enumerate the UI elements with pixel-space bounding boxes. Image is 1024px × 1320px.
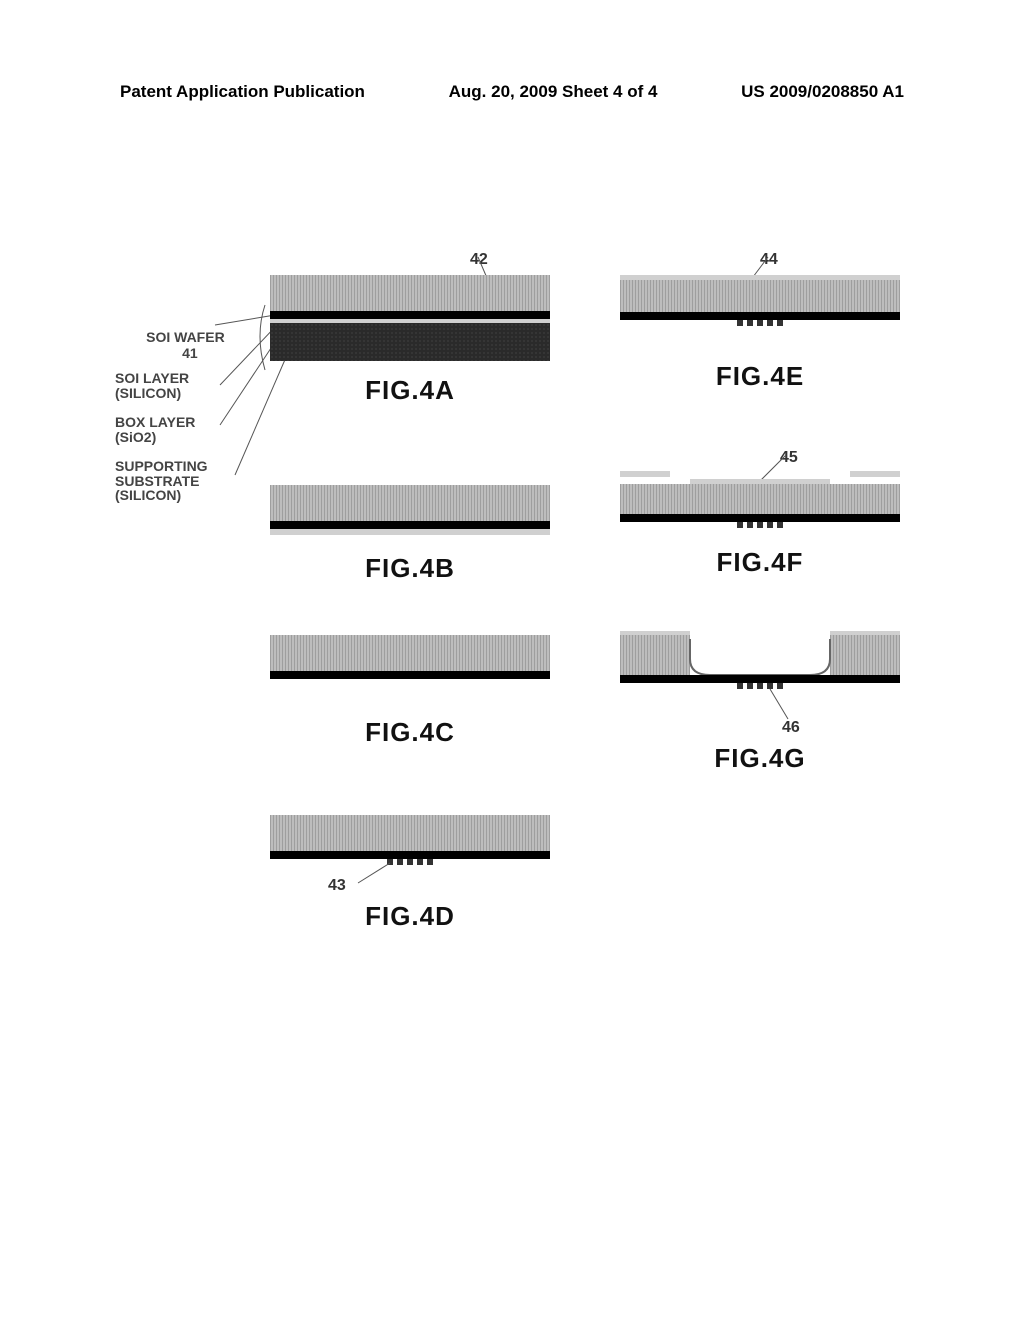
block-right-4g <box>830 635 900 675</box>
page-header: Patent Application Publication Aug. 20, … <box>120 82 904 102</box>
layer-dots-4g <box>620 683 900 689</box>
cavity-4g <box>680 631 840 681</box>
header-right: US 2009/0208850 A1 <box>741 82 904 102</box>
layer-soi-4f <box>620 514 900 522</box>
panel-fig4a: 42 FIG.4A <box>270 275 550 406</box>
caption-4d: FIG.4D <box>270 901 550 932</box>
xsection-4d <box>270 815 550 871</box>
layer-soi-4g <box>620 675 900 683</box>
panel-fig4c: FIG.4C <box>270 635 550 748</box>
film-right-4g <box>830 631 900 635</box>
xsection-4a <box>270 275 550 361</box>
layer-substrate-4a <box>270 323 550 361</box>
layer-soi-4d <box>270 851 550 859</box>
layer-soi-4b <box>270 521 550 529</box>
caption-4a: FIG.4A <box>270 375 550 406</box>
panel-fig4b: FIG.4B <box>270 485 550 584</box>
xsection-4e <box>620 275 900 331</box>
layer-top-4e <box>620 280 900 312</box>
layer-deposited-4a <box>270 275 550 311</box>
layer-soi-4e <box>620 312 900 320</box>
layer-top-4b <box>270 485 550 521</box>
header-left: Patent Application Publication <box>120 82 365 102</box>
xsection-4g <box>620 631 900 691</box>
panel-fig4e: 44 FIG.4E <box>620 275 900 392</box>
layer-top-4d <box>270 815 550 851</box>
layer-dots-4e <box>620 320 900 326</box>
layer-dots-4f <box>620 522 900 528</box>
film-left-4f <box>620 471 670 477</box>
layer-top-4c <box>270 635 550 671</box>
caption-4f: FIG.4F <box>620 547 900 578</box>
caption-4g: FIG.4G <box>620 743 900 774</box>
xsection-4b <box>270 485 550 539</box>
panel-fig4d: 43 FIG.4D <box>270 815 550 932</box>
caption-4b: FIG.4B <box>270 553 550 584</box>
caption-4e: FIG.4E <box>620 361 900 392</box>
ref-num-46: 46 <box>782 719 800 737</box>
layer-soi-4a <box>270 311 550 319</box>
caption-4c: FIG.4C <box>270 717 550 748</box>
figure-area: SOI WAFER 41 SOI LAYER (SILICON) BOX LAY… <box>115 275 915 1095</box>
header-center: Aug. 20, 2009 Sheet 4 of 4 <box>449 82 658 102</box>
layer-top-4f <box>620 484 900 514</box>
ref-num-43: 43 <box>328 877 346 895</box>
panel-fig4g: 46 FIG.4G <box>620 631 900 774</box>
leader-43 <box>350 861 410 891</box>
panel-fig4f: 45 FIG.4F <box>620 471 900 578</box>
xsection-4f <box>620 471 900 533</box>
layer-dots-4d <box>270 859 550 865</box>
film-right-4f <box>850 471 900 477</box>
layer-box-4b <box>270 529 550 535</box>
page: Patent Application Publication Aug. 20, … <box>0 0 1024 1320</box>
xsection-4c <box>270 635 550 681</box>
layer-soi-4c <box>270 671 550 679</box>
